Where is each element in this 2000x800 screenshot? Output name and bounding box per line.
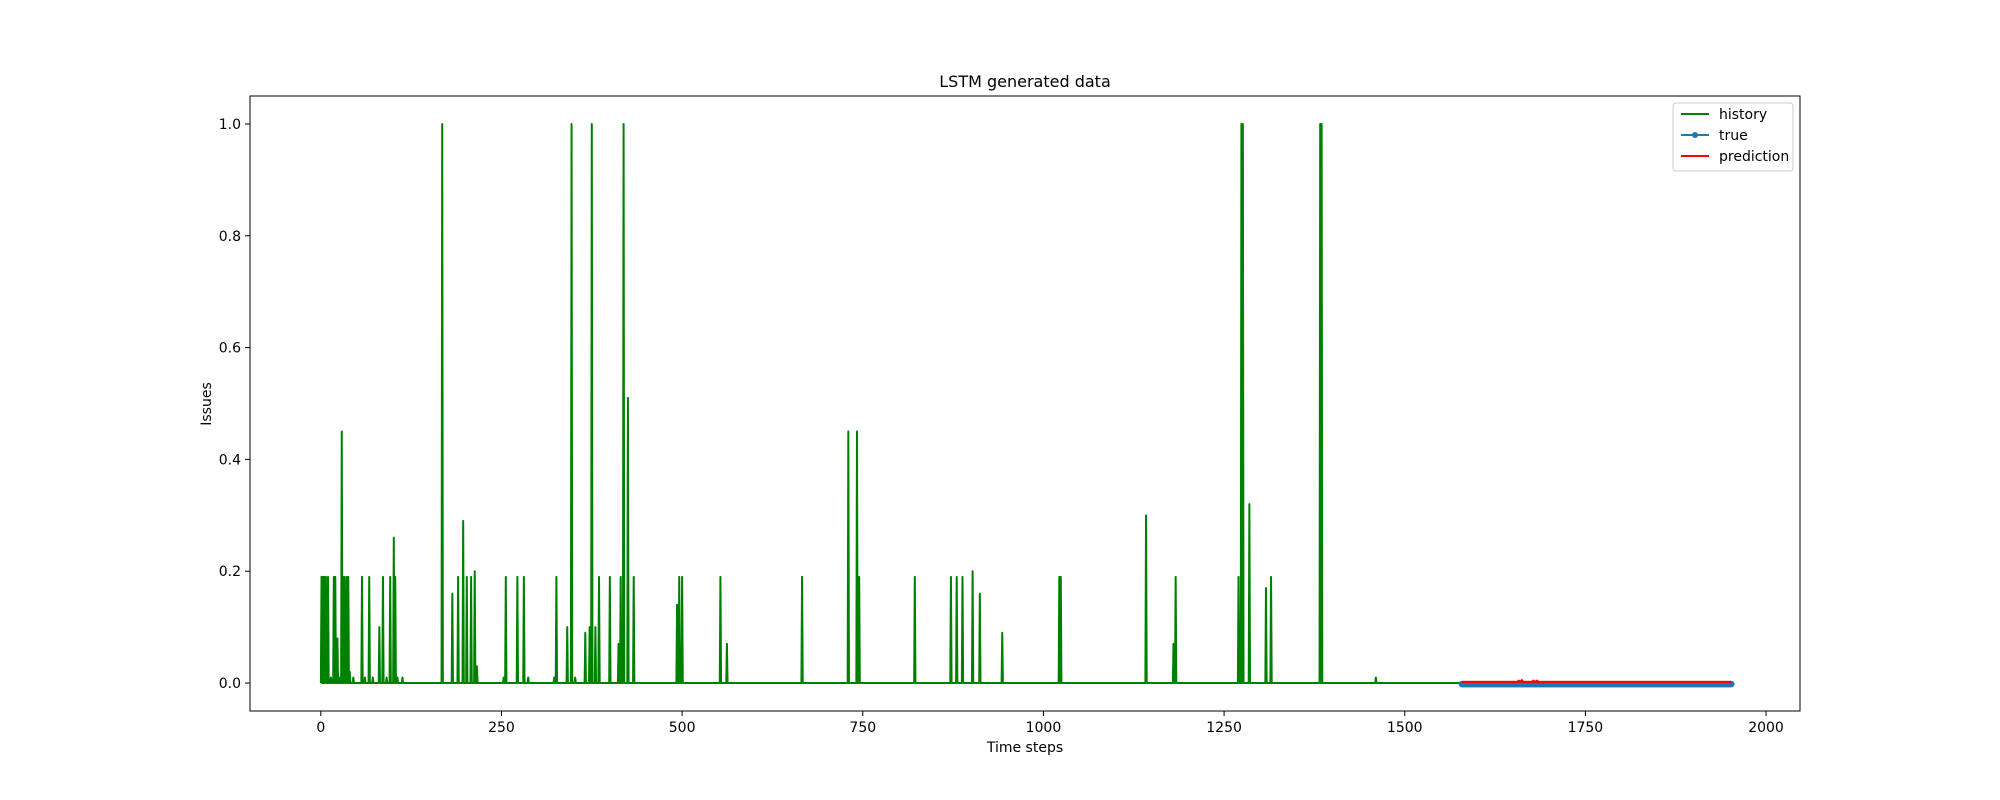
prediction-series <box>1461 678 1732 684</box>
y-tick-label: 0.8 <box>219 229 241 245</box>
y-axis: 0.0 0.2 0.4 0.6 0.8 1.0 <box>219 117 250 692</box>
x-tick-label: 250 <box>488 720 515 736</box>
x-tick-label: 500 <box>669 720 696 736</box>
x-tick-label: 1250 <box>1206 720 1242 736</box>
legend-true-marker <box>1692 132 1698 138</box>
chart-title: LSTM generated data <box>939 72 1111 91</box>
x-tick-label: 0 <box>316 720 325 736</box>
y-tick-label: 0.2 <box>219 564 241 580</box>
history-series <box>319 122 1462 685</box>
legend-entry-true[interactable]: true <box>1681 128 1748 144</box>
x-tick-label: 1500 <box>1387 720 1423 736</box>
x-tick-label: 1000 <box>1026 720 1062 736</box>
legend-history-label: history <box>1719 107 1767 123</box>
x-axis-label: Time steps <box>986 740 1063 756</box>
x-tick-label: 2000 <box>1748 720 1784 736</box>
y-tick-label: 0.0 <box>219 676 241 692</box>
legend-prediction-label: prediction <box>1719 149 1789 165</box>
plot-area <box>319 122 1735 688</box>
y-tick-label: 0.6 <box>219 341 241 357</box>
y-axis-label: Issues <box>199 382 215 426</box>
legend[interactable]: history true prediction <box>1672 102 1794 172</box>
y-tick-label: 1.0 <box>219 117 241 133</box>
history-line <box>319 122 1462 685</box>
axes-frame <box>249 95 1801 712</box>
legend-entry-prediction[interactable]: prediction <box>1681 149 1789 165</box>
legend-entry-history[interactable]: history <box>1681 107 1767 123</box>
x-axis: 0 250 500 750 1000 1250 1500 1750 2000 <box>316 711 1784 736</box>
x-tick-label: 750 <box>849 720 876 736</box>
prediction-line <box>1461 678 1732 684</box>
legend-box <box>1672 102 1794 172</box>
legend-true-label: true <box>1719 128 1748 144</box>
y-tick-label: 0.4 <box>219 452 241 468</box>
x-tick-label: 1750 <box>1568 720 1604 736</box>
